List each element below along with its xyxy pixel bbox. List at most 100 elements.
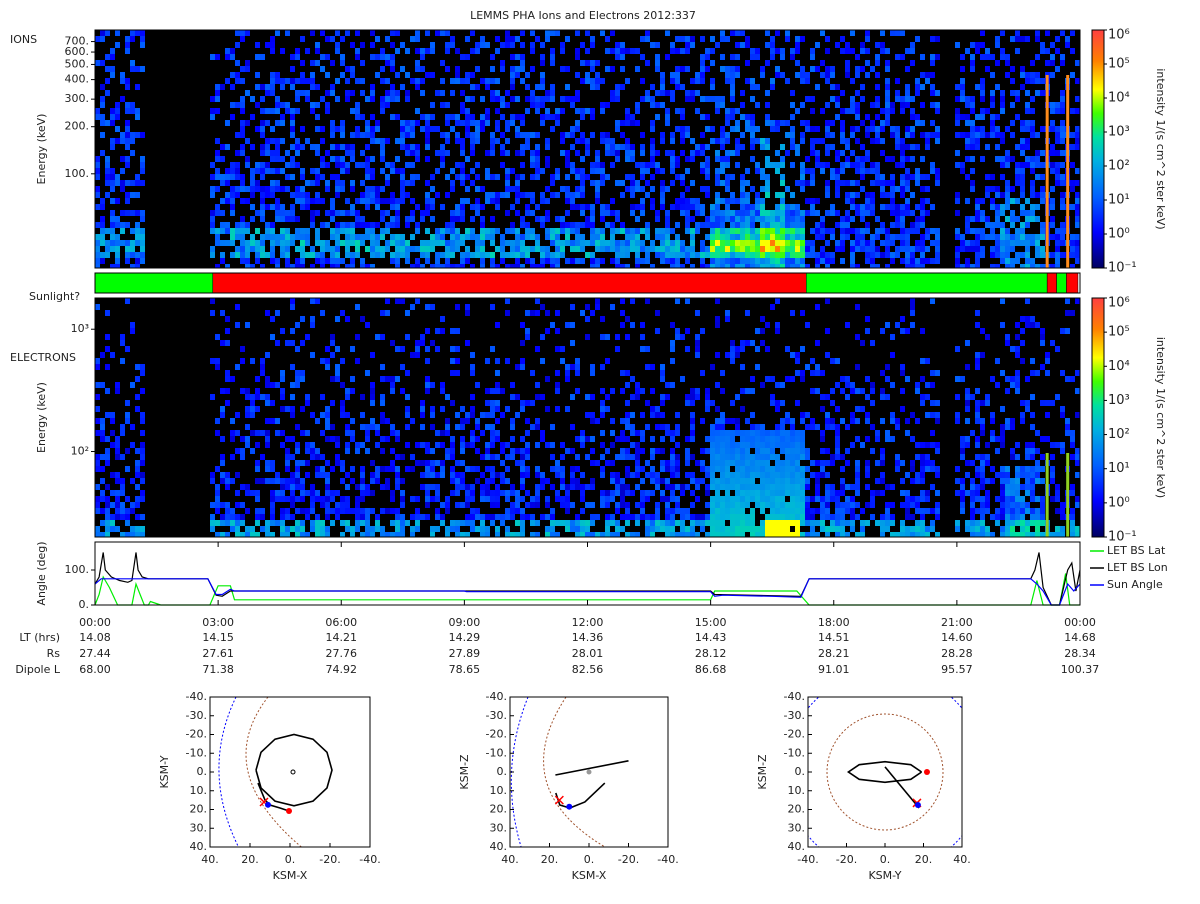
spectrogram-cell xyxy=(405,180,410,186)
spectrogram-cell xyxy=(460,240,465,246)
spectrogram-cell xyxy=(880,120,885,126)
spectrogram-cell xyxy=(1020,138,1025,144)
spectrogram-cell xyxy=(550,514,555,520)
spectrogram-cell xyxy=(645,180,650,186)
spectrogram-cell xyxy=(380,96,385,102)
spectrogram-cell xyxy=(595,418,600,424)
spectrogram-cell xyxy=(225,532,230,537)
spectrogram-cell xyxy=(1010,258,1015,264)
spectrogram-cell xyxy=(590,240,595,246)
spectrogram-cell xyxy=(735,150,740,156)
spectrogram-cell xyxy=(855,72,860,78)
spectrogram-cell xyxy=(600,108,605,114)
spectrogram-cell xyxy=(650,388,655,394)
spectrogram-cell xyxy=(855,210,860,216)
spectrogram-cell xyxy=(865,204,870,210)
spectrogram-cell xyxy=(850,48,855,54)
spectrogram-cell xyxy=(1000,30,1005,36)
spectrogram-cell xyxy=(755,264,760,268)
spectrogram-cell xyxy=(980,246,985,252)
spectrogram-cell xyxy=(420,412,425,418)
spectrogram-cell xyxy=(650,162,655,168)
spectrogram-cell xyxy=(345,430,350,436)
spectrogram-cell xyxy=(895,162,900,168)
spectrogram-cell xyxy=(550,526,555,532)
spectrogram-cell xyxy=(900,102,905,108)
spectrogram-cell xyxy=(1035,30,1040,36)
spectrogram-cell xyxy=(335,48,340,54)
spectrogram-cell xyxy=(265,394,270,400)
spectrogram-cell xyxy=(1055,102,1060,108)
spectrogram-cell xyxy=(695,150,700,156)
spectrogram-cell xyxy=(895,144,900,150)
spectrogram-cell xyxy=(100,102,105,108)
spectrogram-cell xyxy=(490,228,495,234)
spectrogram-cell xyxy=(970,228,975,234)
spectrogram-cell xyxy=(890,192,895,198)
spectrogram-cell xyxy=(275,264,280,268)
spectrogram-cell xyxy=(345,496,350,502)
spectrogram-cell xyxy=(485,252,490,258)
spectrogram-cell xyxy=(640,496,645,502)
spectrogram-cell xyxy=(450,36,455,42)
spectrogram-cell xyxy=(290,394,295,400)
spectrogram-cell xyxy=(720,30,725,36)
spectrogram-cell xyxy=(250,192,255,198)
spectrogram-cell xyxy=(600,174,605,180)
spectrogram-cell xyxy=(245,240,250,246)
spectrogram-cell xyxy=(280,120,285,126)
spectrogram-cell xyxy=(115,246,120,252)
spectrogram-cell xyxy=(620,496,625,502)
spectrogram-cell xyxy=(560,246,565,252)
spectrogram-cell xyxy=(335,228,340,234)
spectrogram-cell xyxy=(260,430,265,436)
spectrogram-cell xyxy=(400,478,405,484)
spectrogram-cell xyxy=(105,520,110,526)
spectrogram-cell xyxy=(120,490,125,496)
spectrogram-cell xyxy=(370,222,375,228)
spectrogram-cell xyxy=(605,222,610,228)
spectrogram-cell xyxy=(530,102,535,108)
spectrogram-cell xyxy=(485,412,490,418)
spectrogram-cell xyxy=(1075,192,1080,198)
spectrogram-cell xyxy=(435,490,440,496)
spectrogram-cell xyxy=(905,90,910,96)
spectrogram-cell xyxy=(695,532,700,537)
spectrogram-cell xyxy=(805,72,810,78)
spectrogram-cell xyxy=(705,448,710,454)
spectrogram-cell xyxy=(240,502,245,508)
spectrogram-cell xyxy=(95,508,100,514)
spectrogram-cell xyxy=(315,532,320,537)
spectrogram-cell xyxy=(885,84,890,90)
spectrogram-cell xyxy=(410,180,415,186)
spectrogram-cell xyxy=(790,264,795,268)
spectrogram-cell xyxy=(985,66,990,72)
spectrogram-cell xyxy=(370,156,375,162)
bow-shock xyxy=(219,697,240,850)
spectrogram-cell xyxy=(685,258,690,264)
spectrogram-cell xyxy=(670,358,675,364)
spectrogram-cell xyxy=(280,216,285,222)
spectrogram-cell xyxy=(785,258,790,264)
spectrogram-cell xyxy=(875,252,880,258)
spectrogram-cell xyxy=(1000,192,1005,198)
spectrogram-cell xyxy=(915,78,920,84)
spectrogram-cell xyxy=(610,460,615,466)
spectrogram-cell xyxy=(770,54,775,60)
spectrogram-cell xyxy=(535,84,540,90)
spectrogram-cell xyxy=(810,210,815,216)
spectrogram-cell xyxy=(290,156,295,162)
spectrogram-cell xyxy=(710,484,715,490)
spectrogram-cell xyxy=(510,240,515,246)
spectrogram-cell xyxy=(710,96,715,102)
spectrogram-cell xyxy=(595,78,600,84)
spectrogram-cell xyxy=(960,96,965,102)
spectrogram-cell xyxy=(615,526,620,532)
spectrogram-cell xyxy=(655,114,660,120)
spectrogram-cell xyxy=(865,36,870,42)
spectrogram-cell xyxy=(485,454,490,460)
spectrogram-cell xyxy=(650,478,655,484)
spectrogram-cell xyxy=(440,264,445,268)
spectrogram-cell xyxy=(810,96,815,102)
spectrogram-cell xyxy=(665,186,670,192)
